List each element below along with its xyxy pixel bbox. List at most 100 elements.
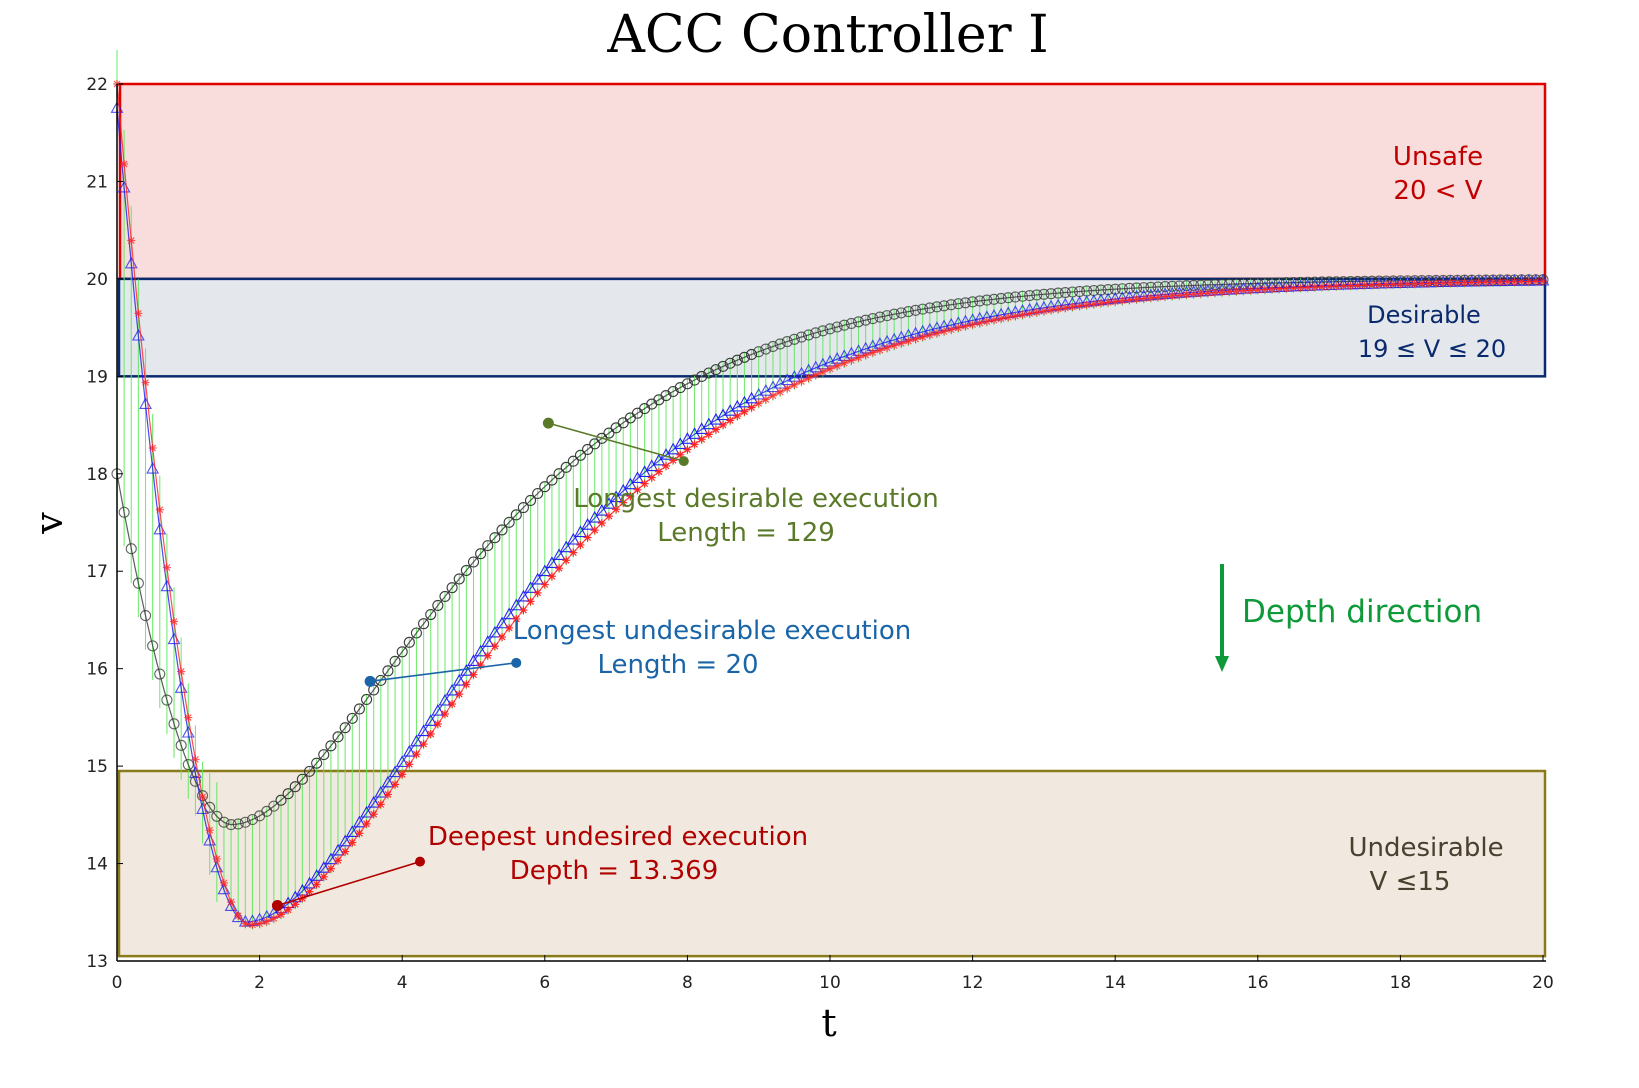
series-star-marker (148, 444, 157, 453)
series-circle-marker (261, 805, 273, 817)
series-star-marker (612, 505, 621, 514)
chart-title: ACC Controller I (606, 5, 1048, 65)
series-circle-marker (760, 343, 772, 355)
star-stroke (619, 499, 627, 507)
series-circle-marker (795, 331, 808, 343)
star-stroke (1396, 280, 1404, 288)
star-stroke (249, 921, 256, 929)
star-stroke (1461, 279, 1468, 287)
series-star-marker (405, 760, 414, 769)
series-circle-marker (139, 610, 152, 622)
star-stroke (591, 526, 599, 534)
series-circle-marker (118, 506, 130, 518)
star-stroke (1218, 288, 1226, 296)
series-triangle-marker (224, 899, 238, 911)
star-stroke (1026, 310, 1034, 317)
series-circle-marker (275, 794, 287, 806)
series-star-marker (1232, 287, 1241, 296)
star-stroke (555, 564, 563, 572)
series-circle-marker (974, 295, 986, 307)
series-star-marker (248, 920, 257, 929)
series-triangle-marker (545, 556, 559, 568)
star-stroke (448, 700, 456, 708)
star-stroke (498, 633, 506, 641)
series-triangle-marker (645, 459, 659, 472)
star-stroke (1154, 293, 1162, 301)
star-stroke (940, 327, 948, 335)
series-star-marker (768, 391, 777, 400)
series-circle-marker (910, 304, 922, 316)
series-triangle-marker (524, 581, 537, 593)
series-circle-marker (225, 819, 237, 831)
y-tick-label: 16 (86, 660, 108, 680)
series-triangle-marker (310, 869, 324, 881)
series-star-marker (1189, 290, 1198, 299)
star-stroke (142, 379, 149, 386)
series-star-marker (198, 792, 207, 801)
depth-arrow-head-icon (1215, 656, 1229, 672)
series-star-marker (961, 322, 970, 331)
longest-undesirable-pointer (370, 662, 517, 683)
series-triangle-marker (345, 825, 359, 837)
star-stroke (1290, 284, 1297, 292)
series-circle-marker (360, 693, 373, 706)
series-circle-marker (817, 325, 829, 337)
star-stroke (541, 581, 549, 588)
series-circle-marker (710, 364, 722, 376)
series-triangle-marker (730, 399, 744, 412)
series-circle-marker (938, 300, 950, 312)
series-triangle-marker (431, 703, 445, 716)
series-circle-marker (239, 816, 251, 828)
series-triangle-marker (616, 483, 630, 496)
series-star-marker (483, 651, 492, 660)
undesirable-label-line2: V ≤15 (1370, 867, 1451, 897)
star-stroke (1454, 279, 1461, 287)
series-star-marker (840, 359, 849, 368)
series-star-marker (1268, 285, 1277, 294)
star-stroke (527, 597, 534, 605)
star-stroke (712, 426, 720, 434)
star-stroke (969, 321, 977, 329)
series-star-marker (954, 323, 963, 332)
star-stroke (1175, 291, 1183, 299)
star-stroke (234, 912, 242, 920)
star-stroke (1111, 298, 1119, 305)
star-stroke (954, 324, 962, 332)
series-star-marker (1118, 296, 1127, 305)
star-stroke (1047, 306, 1055, 314)
star-stroke (1404, 280, 1411, 288)
series-star-marker (555, 564, 564, 573)
series-circle-marker (988, 293, 1000, 305)
star-stroke (291, 900, 299, 908)
series-star-marker (262, 917, 271, 926)
series-star-marker (576, 540, 585, 549)
series-star-marker (412, 750, 421, 759)
series-triangle-marker (367, 795, 381, 808)
star-stroke (1140, 295, 1148, 302)
series-triangle-marker (324, 852, 338, 865)
series-star-marker (369, 810, 378, 819)
series-circle-marker (296, 773, 308, 785)
series-triangle-marker (331, 843, 345, 856)
series-circle-marker (810, 327, 822, 339)
series-triangle-marker (381, 775, 395, 788)
star-stroke (1382, 281, 1390, 288)
star-stroke (805, 374, 813, 382)
depth-direction: Depth direction (1215, 564, 1482, 672)
series-triangle-marker (588, 510, 602, 523)
star-stroke (776, 388, 784, 396)
star-stroke (1033, 308, 1041, 316)
series-circle-marker (1038, 288, 1050, 300)
series-star-marker (711, 425, 720, 434)
star-stroke (1161, 293, 1169, 300)
star-stroke (1503, 278, 1511, 286)
star-stroke (263, 918, 271, 925)
series-star-marker (1047, 306, 1056, 315)
star-stroke (1204, 289, 1212, 297)
series-circle-marker (232, 818, 244, 830)
series-triangle-marker (581, 518, 595, 530)
series-circle-marker (874, 311, 886, 323)
series-triangle-marker (374, 785, 388, 798)
series-star-marker (1004, 313, 1013, 322)
